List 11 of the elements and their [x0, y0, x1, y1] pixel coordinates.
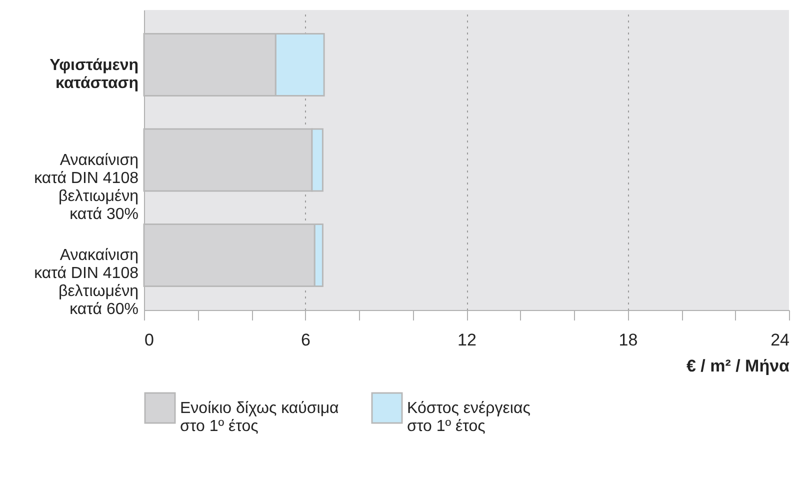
x-tick-label: 6 — [301, 330, 310, 350]
y-tick-label: Ανακαίνιση κατά DIN 4108 βελτιωμένη κατά 30% — [34, 152, 139, 223]
y-tick-label: Ανακαίνιση κατά DIN 4108 βελτιωμένη κατά 60% — [34, 247, 139, 318]
x-tick-label: 0 — [144, 330, 154, 350]
x-tick-label: 12 — [458, 330, 476, 350]
legend-label: Κόστος ενέργειας στο 1º έτος — [407, 400, 531, 435]
legend-label: Ενοίκιο δίχως καύσιμα στο 1º έτος — [180, 400, 339, 435]
x-axis-title: € / m² / Μήνα — [686, 356, 790, 376]
x-tick-label: 18 — [618, 330, 638, 350]
x-tick-label: 24 — [770, 330, 790, 350]
y-tick-label: Υφιστάμενη κατάσταση — [50, 56, 138, 92]
